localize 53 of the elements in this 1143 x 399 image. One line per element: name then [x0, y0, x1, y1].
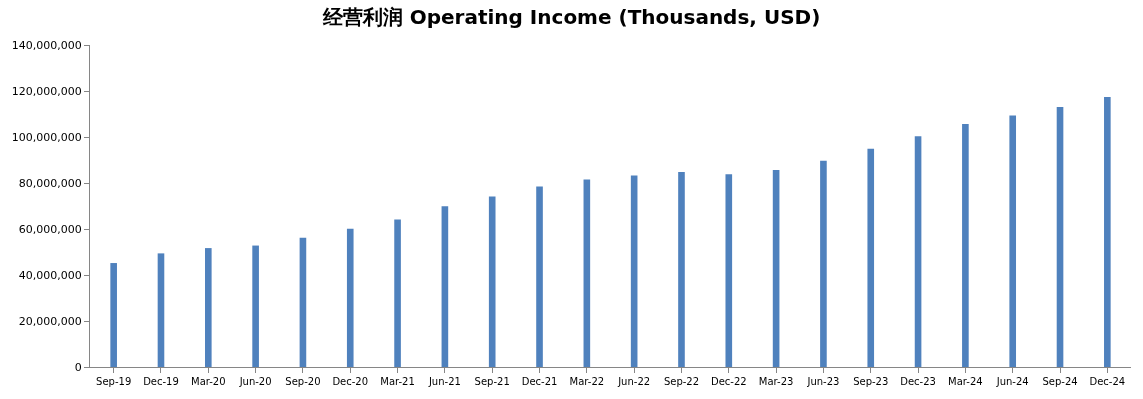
bar — [1104, 96, 1111, 367]
x-tick-label: Sep-20 — [285, 376, 321, 387]
bar — [252, 245, 259, 367]
bar — [630, 175, 638, 367]
x-tick-label: Sep-22 — [663, 376, 700, 387]
bar — [204, 248, 212, 367]
x-tick-label: Dec-19 — [143, 376, 179, 387]
y-tick-label: 60,000,000 — [18, 222, 82, 236]
x-tick-label: Sep-19 — [96, 376, 132, 387]
chart-title: 经营利润 Operating Income (Thousands, USD) — [321, 4, 821, 29]
x-tick-label: Mar-23 — [758, 376, 794, 387]
bar — [867, 148, 875, 367]
x-tick-label: Dec-24 — [1089, 376, 1126, 387]
x-tick-label: Dec-23 — [900, 376, 936, 387]
y-tick-label: 80,000,000 — [18, 176, 82, 190]
x-tick-label: Sep-24 — [1042, 376, 1078, 387]
x-tick-label: Dec-21 — [521, 376, 558, 387]
y-tick-label: 100,000,000 — [11, 130, 82, 144]
x-tick-label: Mar-22 — [569, 376, 605, 387]
bar — [820, 160, 827, 367]
bar — [772, 170, 780, 367]
y-tick-label: 20,000,000 — [18, 314, 82, 328]
y-tick-label: 140,000,000 — [11, 38, 82, 52]
bar — [914, 136, 922, 367]
x-tick-label: Jun-20 — [238, 376, 272, 387]
x-tick-label: Sep-21 — [474, 376, 510, 387]
x-tick-label: Sep-23 — [853, 376, 889, 387]
bar — [962, 123, 969, 367]
bar — [678, 171, 685, 367]
bar — [441, 206, 449, 367]
x-tick-label: Jun-23 — [806, 376, 840, 387]
bar — [157, 253, 165, 367]
y-tick-label: 40,000,000 — [18, 268, 82, 282]
bar — [110, 263, 117, 367]
bar — [536, 186, 543, 367]
x-tick-label: Mar-24 — [948, 376, 983, 387]
bar — [725, 174, 733, 367]
bar — [394, 219, 401, 367]
x-tick-label: Dec-22 — [710, 376, 747, 387]
y-tick-label: 0 — [74, 360, 82, 374]
x-tick-label: Dec-20 — [332, 376, 369, 387]
bar — [583, 179, 591, 367]
bar — [488, 196, 496, 367]
bar — [1009, 115, 1017, 367]
bar — [299, 237, 307, 367]
bar — [1056, 107, 1064, 367]
bar — [346, 228, 354, 367]
x-tick-label: Mar-21 — [380, 376, 415, 387]
y-tick-label: 120,000,000 — [11, 84, 82, 98]
x-tick-label: Jun-21 — [427, 376, 461, 387]
x-tick-label: Jun-22 — [617, 376, 651, 387]
x-tick-label: Jun-24 — [995, 376, 1029, 387]
x-tick-label: Mar-20 — [191, 376, 226, 387]
